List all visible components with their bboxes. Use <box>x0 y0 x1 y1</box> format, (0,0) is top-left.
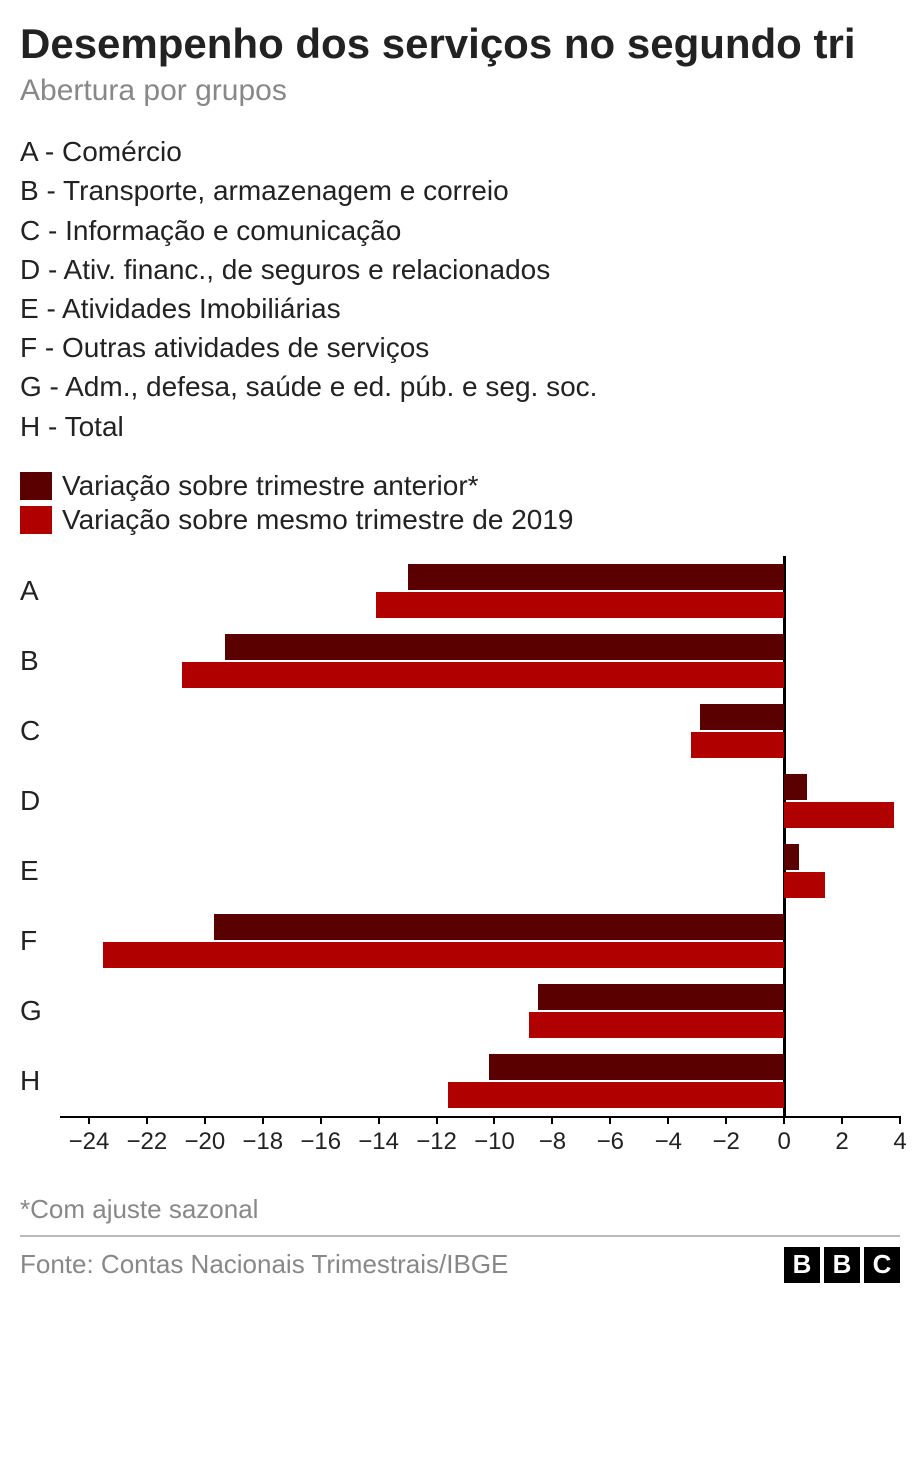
bbc-logo-letter: C <box>864 1247 900 1283</box>
bar <box>376 592 784 618</box>
category-item: A - Comércio <box>20 132 900 171</box>
bar <box>408 564 785 590</box>
category-legend: A - ComércioB - Transporte, armazenagem … <box>20 132 900 446</box>
tick-label: 4 <box>893 1128 906 1156</box>
source-text: Fonte: Contas Nacionais Trimestrais/IBGE <box>20 1249 508 1280</box>
tick-label: −8 <box>539 1128 566 1156</box>
series-legend: Variação sobre trimestre anterior*Variaç… <box>20 470 900 536</box>
category-item: H - Total <box>20 407 900 446</box>
plot-area <box>60 556 900 1116</box>
chart-title: Desempenho dos serviços no segundo tri <box>20 20 900 68</box>
legend-row: Variação sobre mesmo trimestre de 2019 <box>20 504 900 536</box>
category-item: C - Informação e comunicação <box>20 211 900 250</box>
tick-line <box>320 1116 322 1124</box>
category-item: F - Outras atividades de serviços <box>20 328 900 367</box>
tick-line <box>493 1116 495 1124</box>
row-label: E <box>20 855 52 887</box>
tick-label: −22 <box>127 1128 168 1156</box>
bar <box>784 872 825 898</box>
tick-label: −24 <box>69 1128 110 1156</box>
bar <box>538 984 784 1010</box>
legend-row: Variação sobre trimestre anterior* <box>20 470 900 502</box>
bar <box>103 942 784 968</box>
bar <box>214 914 785 940</box>
bar <box>784 802 894 828</box>
tick-label: −16 <box>300 1128 341 1156</box>
tick-label: 2 <box>835 1128 848 1156</box>
bar <box>700 704 784 730</box>
tick-line <box>262 1116 264 1124</box>
bar <box>225 634 784 660</box>
tick-label: −18 <box>242 1128 283 1156</box>
bar <box>182 662 784 688</box>
category-item: E - Atividades Imobiliárias <box>20 289 900 328</box>
footnote: *Com ajuste sazonal <box>20 1194 900 1237</box>
tick-line <box>378 1116 380 1124</box>
tick-label: −14 <box>358 1128 399 1156</box>
tick-line <box>204 1116 206 1124</box>
bbc-logo-letter: B <box>784 1247 820 1283</box>
tick-line <box>88 1116 90 1124</box>
tick-label: 0 <box>777 1128 790 1156</box>
row-label: G <box>20 995 52 1027</box>
x-axis: −24−22−20−18−16−14−12−10−8−6−4−2024 <box>60 1116 900 1166</box>
category-item: G - Adm., defesa, saúde e ed. púb. e seg… <box>20 367 900 406</box>
tick-line <box>609 1116 611 1124</box>
legend-label: Variação sobre trimestre anterior* <box>62 470 479 502</box>
row-label: F <box>20 925 52 957</box>
tick-line <box>436 1116 438 1124</box>
category-item: D - Ativ. financ., de seguros e relacion… <box>20 250 900 289</box>
row-label: H <box>20 1065 52 1097</box>
bbc-logo: BBC <box>784 1247 900 1283</box>
tick-label: −6 <box>597 1128 624 1156</box>
row-label: C <box>20 715 52 747</box>
tick-line <box>841 1116 843 1124</box>
chart-subtitle: Abertura por grupos <box>20 74 900 108</box>
tick-line <box>551 1116 553 1124</box>
legend-label: Variação sobre mesmo trimestre de 2019 <box>62 504 574 536</box>
tick-line <box>725 1116 727 1124</box>
footer: Fonte: Contas Nacionais Trimestrais/IBGE… <box>20 1247 900 1283</box>
row-label: D <box>20 785 52 817</box>
bar <box>448 1082 784 1108</box>
bbc-logo-letter: B <box>824 1247 860 1283</box>
tick-line <box>783 1116 785 1124</box>
category-item: B - Transporte, armazenagem e correio <box>20 171 900 210</box>
bar <box>529 1012 784 1038</box>
tick-label: −20 <box>184 1128 225 1156</box>
tick-label: −2 <box>713 1128 740 1156</box>
legend-swatch <box>20 506 52 534</box>
bar <box>691 732 784 758</box>
bar <box>784 774 807 800</box>
bar <box>784 844 798 870</box>
bar <box>489 1054 784 1080</box>
row-label: A <box>20 575 52 607</box>
tick-line <box>146 1116 148 1124</box>
tick-label: −12 <box>416 1128 457 1156</box>
row-label: B <box>20 645 52 677</box>
tick-line <box>667 1116 669 1124</box>
chart-area: −24−22−20−18−16−14−12−10−8−6−4−2024 ABCD… <box>20 556 900 1176</box>
tick-label: −4 <box>655 1128 682 1156</box>
tick-label: −10 <box>474 1128 515 1156</box>
tick-line <box>899 1116 901 1124</box>
legend-swatch <box>20 472 52 500</box>
